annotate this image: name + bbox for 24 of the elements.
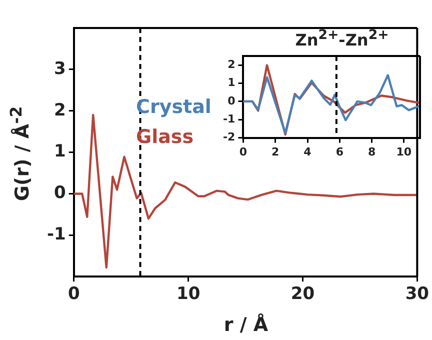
x-tick-label: 4 [304,145,312,158]
y-tick-label: 3 [54,58,66,79]
x-tick-label: 30 [405,284,430,304]
x-tick-label: 10 [176,284,200,304]
x-axis-title: r / Å [222,314,270,336]
series-label: Crystal [136,95,212,120]
y-tick-label: 1 [228,76,236,90]
x-tick-label: 20 [290,284,315,304]
y-tick-label: -2 [222,130,236,144]
y-tick-label: 2 [54,100,66,120]
y-tick-label: -1 [46,224,66,245]
x-tick-label: 6 [336,145,344,158]
chart-title: Zn$^{2+}$-Zn$^{2+}$ [294,28,390,50]
x-tick-label: 8 [368,145,376,158]
y-tick-label: 0 [228,94,236,108]
x-tick-label: 2 [272,145,280,158]
y-tick-label: -1 [222,112,236,126]
text: Glass [136,125,195,150]
x-tick-label: 0 [239,145,248,158]
y-tick-label: 0 [54,183,66,204]
x-tick-label: 0 [68,284,80,304]
x-tick-label: 10 [396,145,412,158]
y-tick-label: 1 [54,142,66,162]
y-tick-label: 2 [228,58,236,71]
